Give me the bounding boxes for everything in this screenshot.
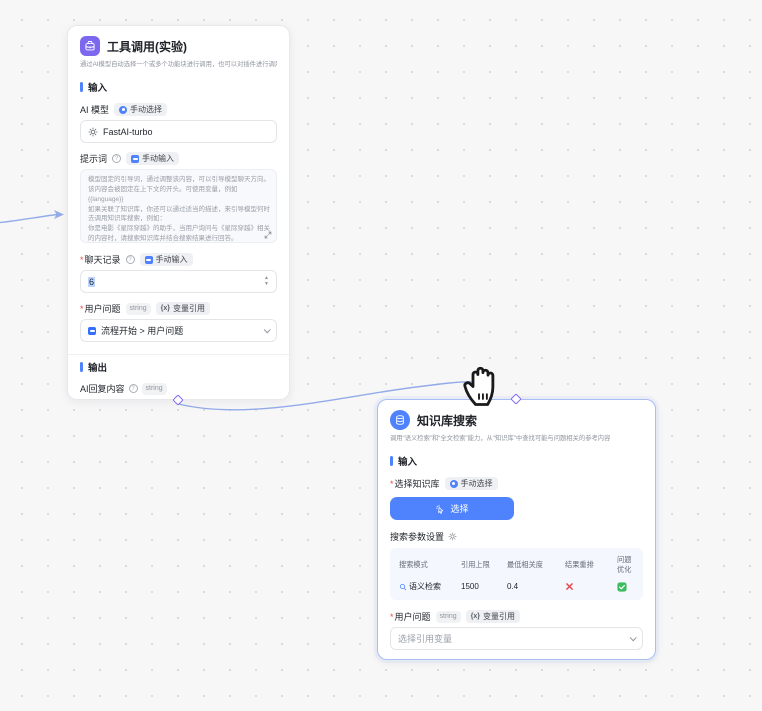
kb-user-question-type-pill: string bbox=[435, 611, 461, 623]
node-tool-header: 工具调用(实验) bbox=[80, 36, 277, 56]
kb-input-section-header: 输入 bbox=[390, 454, 643, 468]
number-stepper[interactable]: ▲ ▼ bbox=[264, 276, 269, 287]
chat-history-manual-input-badge[interactable]: 手动输入 bbox=[139, 253, 193, 267]
kb-user-question-label: 用户问题 bbox=[390, 610, 431, 623]
database-icon bbox=[390, 410, 410, 430]
flow-start-icon bbox=[88, 326, 96, 335]
prompt-label: 提示词 bbox=[80, 154, 108, 165]
ai-model-label: AI 模型 bbox=[80, 105, 110, 116]
node-kb-description: 调用“语义检索”和“全文检索”能力，从“知识库”中查找可能与问题相关的参考内容 bbox=[390, 435, 611, 442]
incoming-edge bbox=[0, 213, 58, 224]
prompt-info-icon[interactable] bbox=[112, 154, 122, 164]
min-relevance-cell: 0.4 bbox=[507, 582, 519, 592]
kb-manual-select-badge[interactable]: 手动选择 bbox=[444, 477, 498, 491]
chat-history-number-input[interactable]: 6 ▲ ▼ bbox=[80, 270, 277, 294]
model-value: FastAI-turbo bbox=[103, 126, 153, 137]
expand-icon[interactable] bbox=[264, 231, 272, 239]
kb-choose-button[interactable]: 选择 bbox=[390, 497, 514, 521]
tool-connection-edge[interactable] bbox=[178, 381, 476, 411]
model-select-input[interactable]: FastAI-turbo bbox=[80, 120, 277, 144]
variable-ref-icon bbox=[471, 613, 480, 620]
settings-gear-icon[interactable] bbox=[448, 532, 457, 541]
user-question-variable-ref-badge[interactable]: 变量引用 bbox=[155, 302, 210, 316]
chevron-down-icon bbox=[263, 326, 271, 334]
node-kb-title: 知识库搜索 bbox=[417, 413, 478, 428]
tool-input-section-header: 输入 bbox=[80, 80, 277, 94]
rerank-off-cell bbox=[565, 582, 617, 591]
divider bbox=[68, 354, 289, 356]
citation-limit-cell: 1500 bbox=[461, 582, 479, 592]
kb-user-question-select[interactable]: 选择引用变量 bbox=[390, 627, 643, 651]
user-question-ref-value: 流程开始 > 用户问题 bbox=[101, 326, 184, 337]
node-knowledge-search[interactable]: 知识库搜索 调用“语义检索”和“全文检索”能力，从“知识库”中查找可能与问题相关… bbox=[377, 399, 656, 660]
params-table-value-row: 语义检索 1500 0.4 bbox=[399, 581, 634, 592]
manual-select-icon bbox=[119, 105, 128, 114]
kb-user-question-placeholder: 选择引用变量 bbox=[398, 634, 453, 645]
chat-history-label: 聊天记录 bbox=[80, 253, 121, 266]
kb-select-label: 选择知识库 bbox=[390, 477, 440, 490]
variable-ref-icon bbox=[161, 305, 170, 312]
question-optimize-on-cell bbox=[617, 582, 634, 592]
prompt-placeholder-text: 模型固定的引导词，通过调整该内容，可以引导模型聊天方向。该内容会被固定在上下文的… bbox=[88, 176, 270, 242]
params-table-header-row: 搜索模式 引用上限 最低相关度 结果重排 问题优化 bbox=[399, 555, 632, 575]
node-tool-title: 工具调用(实验) bbox=[107, 39, 187, 54]
chat-history-value: 6 bbox=[88, 276, 96, 287]
node-kb-header: 知识库搜索 bbox=[390, 410, 643, 430]
section-bar bbox=[390, 456, 393, 467]
semantic-search-icon bbox=[400, 583, 407, 591]
red-x-icon bbox=[566, 583, 573, 591]
user-question-ref-select[interactable]: 流程开始 > 用户问题 bbox=[80, 319, 277, 343]
prompt-manual-input-badge[interactable]: 手动输入 bbox=[126, 152, 180, 166]
green-check-icon bbox=[617, 582, 627, 592]
search-params-label: 搜索参数设置 bbox=[390, 532, 445, 543]
prompt-textarea[interactable]: 模型固定的引导词，通过调整该内容，可以引导模型聊天方向。该内容会被固定在上下文的… bbox=[80, 169, 277, 244]
section-bar bbox=[80, 82, 83, 93]
model-manual-select-badge[interactable]: 手动选择 bbox=[114, 103, 168, 117]
manual-input-icon bbox=[131, 154, 140, 163]
kb-variable-ref-badge[interactable]: 变量引用 bbox=[465, 610, 520, 624]
manual-select-icon bbox=[449, 479, 458, 488]
incoming-edge-arrowhead bbox=[54, 210, 64, 219]
manual-input-icon bbox=[144, 255, 153, 264]
chat-history-info-icon[interactable] bbox=[125, 255, 135, 265]
toolbox-icon bbox=[80, 36, 100, 56]
chevron-down-icon bbox=[629, 634, 637, 642]
mouse-cursor-grab-icon bbox=[463, 366, 495, 406]
stepper-down-icon[interactable]: ▼ bbox=[264, 281, 269, 288]
tool-output-label: AI回复内容 bbox=[80, 384, 125, 395]
gear-icon bbox=[88, 127, 98, 137]
node-tool-call[interactable]: 工具调用(实验) 通过AI模型自动选择一个或多个功能块进行调用，也可以对插件进行… bbox=[67, 25, 290, 400]
tool-output-type-pill: string bbox=[141, 383, 167, 395]
tool-output-section-header: 输出 bbox=[80, 360, 277, 374]
pointer-click-icon bbox=[436, 504, 444, 514]
tool-output-info-icon[interactable] bbox=[128, 384, 138, 394]
search-mode-cell: 语义检索 bbox=[399, 581, 461, 592]
user-question-label: 用户问题 bbox=[80, 302, 121, 315]
user-question-type-pill: string bbox=[125, 303, 151, 315]
section-bar bbox=[80, 362, 83, 373]
stepper-up-icon[interactable]: ▲ bbox=[264, 275, 269, 282]
search-params-table: 搜索模式 引用上限 最低相关度 结果重排 问题优化 语义检索 1500 0.4 bbox=[390, 548, 643, 601]
node-tool-description: 通过AI模型自动选择一个或多个功能块进行调用，也可以对插件进行调用。 bbox=[80, 61, 277, 68]
